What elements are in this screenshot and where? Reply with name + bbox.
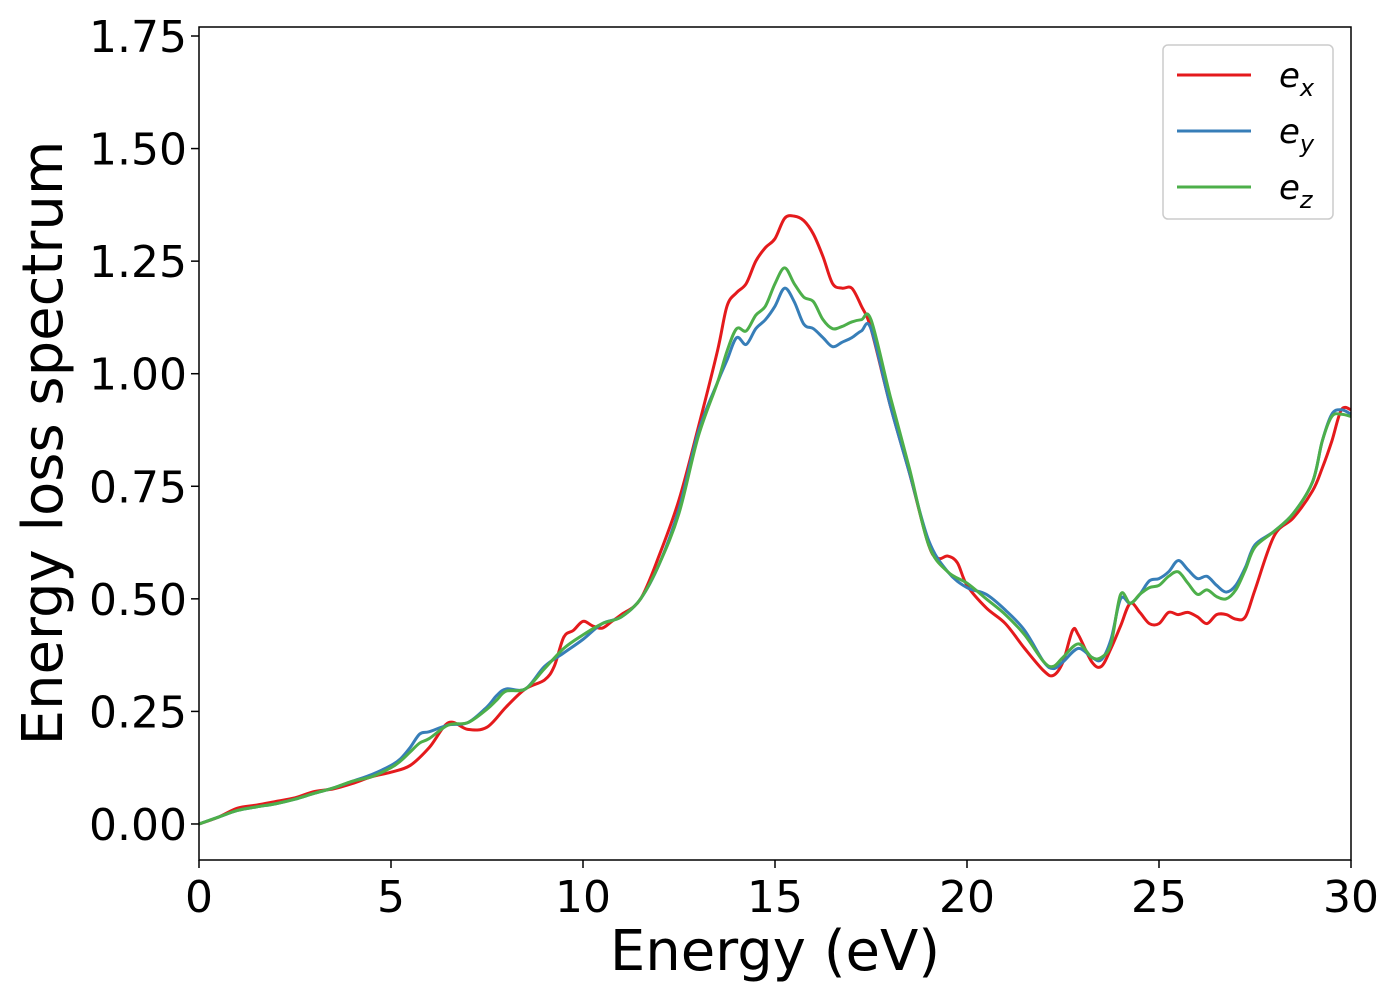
- legend-label-y: ey: [1279, 112, 1315, 158]
- y-tick-label: 1.50: [89, 125, 187, 176]
- y-tick-label: 0.00: [89, 800, 187, 851]
- x-tick-label: 15: [747, 872, 803, 923]
- x-axis-title: Energy (eV): [610, 919, 940, 984]
- legend: ex ey ez: [1162, 44, 1334, 220]
- series-line-z: [198, 266, 1352, 826]
- y-tick-label: 0.25: [89, 687, 187, 738]
- x-tick-label: 30: [1323, 872, 1379, 923]
- y-tick-label: 1.00: [89, 350, 187, 401]
- y-tick-label: 1.25: [89, 237, 187, 288]
- x-tick-label: 25: [1131, 872, 1187, 923]
- legend-label-z: ez: [1279, 168, 1314, 214]
- series-layer: [198, 214, 1352, 826]
- x-tick-label: 0: [185, 872, 213, 923]
- plot-area: [199, 27, 1351, 860]
- x-tick-label: 5: [377, 872, 405, 923]
- legend-label-x: ex: [1279, 56, 1315, 102]
- series-line-x: [198, 214, 1352, 826]
- y-tick-label: 1.75: [89, 12, 187, 63]
- series-line-y: [198, 286, 1352, 826]
- y-axis-title: Energy loss spectrum: [11, 141, 76, 746]
- x-tick-label: 20: [939, 872, 995, 923]
- y-tick-label: 0.75: [89, 462, 187, 513]
- y-tick-label: 0.50: [89, 575, 187, 626]
- x-axis: 0 5 10 15 20 25 30: [185, 860, 1379, 923]
- x-tick-label: 10: [555, 872, 611, 923]
- y-axis: 0.00 0.25 0.50 0.75 1.00 1.25 1.50 1.75: [89, 12, 199, 851]
